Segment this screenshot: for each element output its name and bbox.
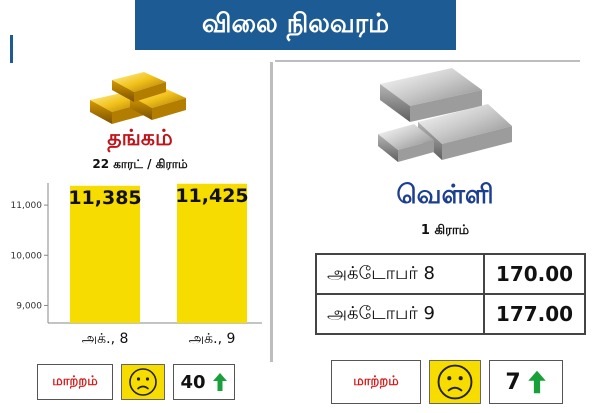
table-cell-date: அக்டோபர் 9 (317, 295, 485, 333)
gold-mood-box (121, 364, 165, 400)
horizontal-divider (275, 60, 580, 62)
gold-bars-icon (90, 72, 186, 124)
chart-bar (70, 185, 140, 323)
table-cell-date: அக்டோபர் 8 (317, 255, 485, 293)
chart-bar (177, 183, 247, 323)
gold-change-value-box: 40 (173, 364, 235, 400)
gold-change-row: மாற்றம் 40 (37, 363, 235, 401)
sad-face-icon (437, 364, 473, 400)
silver-change-row: மாற்றம் 7 (331, 358, 563, 406)
silver-change-value-box: 7 (489, 360, 563, 404)
table-row: அக்டோபர் 8 170.00 (317, 255, 584, 293)
silver-change-value: 7 (505, 369, 521, 395)
up-arrow-icon (527, 370, 546, 394)
silver-change-label: மாற்றம் (331, 360, 421, 404)
gold-chart-svg: 9,000 10,000 11,000 11,385 அக்., 8 11,425 அக்.… (11, 183, 262, 347)
bar-value-label: 11,425 (175, 185, 248, 207)
accent-divider (10, 35, 13, 63)
vertical-divider (270, 62, 273, 362)
gold-unit: 22 காரட் / கிராம் (92, 157, 188, 171)
y-tick-label: 10,000 (11, 251, 43, 261)
page-title: விலை நிலவரம் (201, 8, 390, 39)
gold-price-chart: 9,000 10,000 11,000 11,385 அக்., 8 11,425 அக்.… (0, 175, 265, 350)
silver-mood-box (429, 360, 481, 404)
up-arrow-icon (212, 373, 227, 391)
table-row: அக்டோபர் 9 177.00 (317, 293, 584, 333)
gold-title: தங்கம் (107, 126, 173, 151)
silver-unit: 1 கிராம் (420, 223, 470, 238)
x-category-label: அக்., 8 (82, 331, 129, 347)
y-tick-label: 11,000 (11, 201, 43, 211)
gold-change-value: 40 (180, 371, 206, 393)
silver-title: வெள்ளி (396, 180, 494, 210)
gold-change-label: மாற்றம் (37, 364, 113, 400)
table-cell-price: 177.00 (495, 302, 574, 326)
y-tick-label: 9,000 (16, 301, 42, 311)
silver-bars-icon (378, 68, 512, 162)
x-category-label: அக்., 9 (189, 331, 236, 347)
bar-value-label: 11,385 (68, 187, 141, 209)
sad-face-icon (129, 368, 157, 396)
silver-price-table: அக்டோபர் 8 170.00 அக்டோபர் 9 177.00 (315, 253, 586, 335)
table-cell-price: 170.00 (495, 262, 574, 286)
page-title-banner: விலை நிலவரம் (135, 0, 456, 50)
